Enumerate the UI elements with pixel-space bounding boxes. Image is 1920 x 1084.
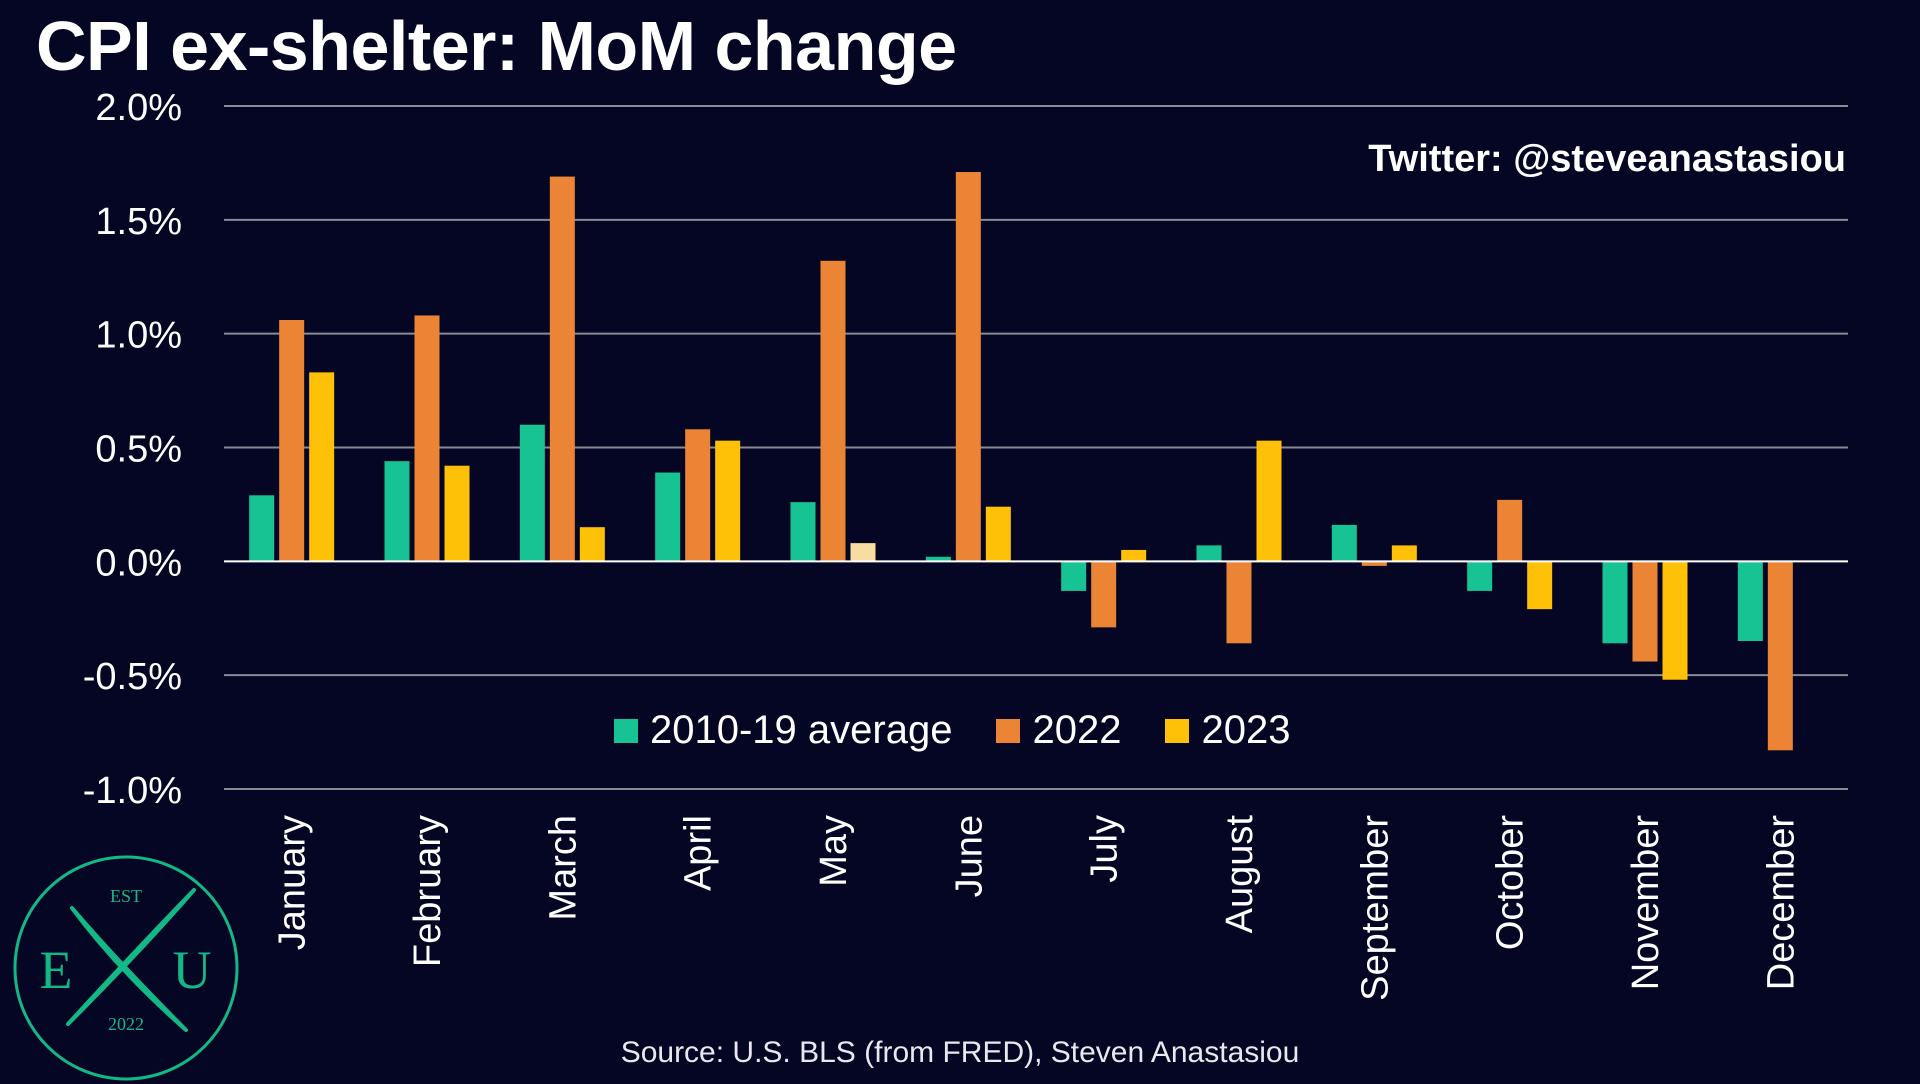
legend: 2010-19 average 2022 2023 <box>614 708 1334 753</box>
bar-2022-march <box>549 176 575 562</box>
x-tick-label-november: November <box>1625 815 1667 991</box>
x-tick-label-august: August <box>1219 815 1261 934</box>
bar-2023-june <box>985 506 1011 562</box>
legend-swatch-2023 <box>1165 718 1190 743</box>
bar-2010-19-april <box>655 472 681 562</box>
bar-2010-19-november <box>1602 561 1628 644</box>
y-tick-label: 1.0% <box>95 315 182 357</box>
x-tick-label-january: January <box>272 815 314 950</box>
y-tick-label: 2.0% <box>95 87 182 129</box>
bar-2010-19-january <box>249 495 275 562</box>
bar-2010-19-october <box>1467 561 1493 591</box>
bar-2023-october <box>1527 561 1553 610</box>
bar-2010-19-may <box>790 502 816 562</box>
legend-item-2010-19: 2010-19 average <box>614 708 952 753</box>
bar-2023-july <box>1121 549 1147 562</box>
x-tick-label-december: December <box>1760 815 1802 991</box>
bar-2010-19-march <box>519 424 545 562</box>
legend-label-2023: 2023 <box>1201 708 1291 752</box>
logo-letter-e: E <box>40 940 73 1000</box>
bar-2010-19-december <box>1737 561 1763 642</box>
x-tick-label-may: May <box>813 815 855 887</box>
bar-2022-november <box>1632 561 1658 662</box>
logo-blade-b <box>66 888 196 1026</box>
bar-2023-april <box>715 440 741 562</box>
bar-2023-march <box>579 527 605 562</box>
bar-2022-october <box>1497 499 1523 562</box>
x-tick-label-july: July <box>1084 815 1126 883</box>
source-note: Source: U.S. BLS (from FRED), Steven Ana… <box>620 1036 1300 1069</box>
y-tick-label: 1.5% <box>95 201 182 243</box>
bar-2022-april <box>685 429 711 562</box>
bar-2022-december <box>1767 561 1793 751</box>
bar-2022-may <box>820 260 846 562</box>
bar-2010-19-september <box>1331 524 1357 562</box>
bar-2023-january <box>309 372 335 562</box>
bar-2022-february <box>414 315 440 562</box>
bar-2010-19-july <box>1061 561 1087 591</box>
legend-item-2023: 2023 <box>1165 708 1290 753</box>
logo-year: 2022 <box>108 1014 144 1034</box>
bar-2022-january <box>279 320 305 562</box>
logo-blade-a <box>70 906 188 1032</box>
chart-title: CPI ex-shelter: MoM change <box>36 7 957 85</box>
legend-swatch-2010-19 <box>614 718 638 743</box>
bar-2010-19-june <box>925 556 951 562</box>
y-tick-label: -1.0% <box>83 770 182 812</box>
bar-2023-september <box>1391 545 1417 562</box>
legend-swatch-2022 <box>996 718 1021 743</box>
legend-label-2010-19: 2010-19 average <box>650 708 953 752</box>
x-tick-label-march: March <box>542 815 584 921</box>
bar-2023-may <box>850 543 876 562</box>
logo-letter-u: U <box>173 940 212 1000</box>
bar-2022-august <box>1226 561 1252 644</box>
bar-2010-19-february <box>384 461 410 562</box>
logo-ring <box>13 855 239 1081</box>
bar-2010-19-august <box>1196 545 1222 562</box>
bar-2022-june <box>955 172 981 562</box>
y-tick-label: -0.5% <box>83 656 182 698</box>
gridlines <box>224 105 1848 790</box>
y-tick-label: 0.5% <box>95 429 182 471</box>
x-axis-ticks: January February March April May June July Augu… <box>272 815 1803 1001</box>
twitter-handle: Twitter: @steveanastasiou <box>1368 138 1846 180</box>
bar-2022-july <box>1091 561 1117 628</box>
y-axis-ticks: 2.0% 1.5% 1.0% 0.5% 0.0% -0.5% -1.0% <box>83 87 182 812</box>
y-tick-label: 0.0% <box>95 542 182 584</box>
bar-2023-august <box>1256 440 1282 562</box>
x-tick-label-june: June <box>948 815 990 897</box>
x-tick-label-october: October <box>1490 815 1532 951</box>
bar-2022-september <box>1361 561 1387 566</box>
bars <box>249 172 1793 751</box>
bar-2023-november <box>1662 561 1688 680</box>
exu-logo: EST E U 2022 <box>13 855 239 1081</box>
x-tick-label-february: February <box>407 815 449 967</box>
legend-label-2022: 2022 <box>1032 708 1122 752</box>
logo-est: EST <box>110 886 142 906</box>
x-tick-label-april: April <box>678 815 720 891</box>
legend-item-2022: 2022 <box>996 708 1121 753</box>
x-tick-label-september: September <box>1354 815 1396 1001</box>
bar-2023-february <box>444 465 470 562</box>
